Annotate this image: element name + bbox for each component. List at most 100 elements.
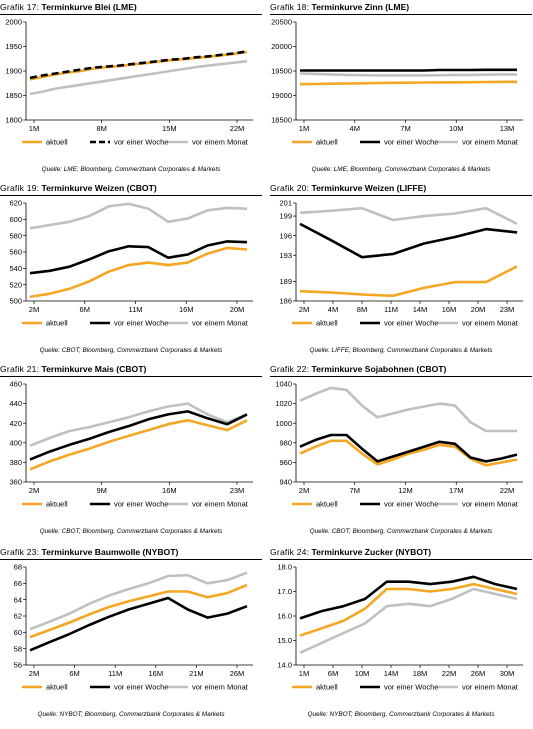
y-tick-label: 56 (14, 661, 22, 670)
chart-panel: Grafik 18: Terminkurve Zinn (LME) 18500 19… (270, 0, 532, 184)
x-tick-label: 8M (357, 305, 367, 314)
chart-caption-prefix: Grafik 23 (0, 547, 37, 557)
chart-name: Terminkurve Weizen (LIFFE) (311, 183, 427, 193)
legend-label: aktuell (46, 683, 68, 692)
y-tick-label: 18.0 (277, 563, 292, 572)
y-tick-label: 380 (9, 458, 22, 467)
chart-svg: 940 960 980 1000 1020 1040 2M 7M 12M 17M 22M aktuel… (275, 380, 523, 509)
x-tick-label: 9M (96, 486, 106, 495)
legend-label: aktuell (316, 683, 338, 692)
y-tick-label: 196 (279, 231, 292, 240)
x-tick-label: 2M (29, 669, 39, 678)
x-tick-label: 16M (149, 669, 164, 678)
caption-separator: : (306, 183, 312, 193)
series-line-1 (299, 439, 518, 467)
legend-label: vor einer Woche (114, 319, 168, 328)
x-tick-label: 26M (471, 669, 486, 678)
x-tick-label: 21M (189, 669, 204, 678)
x-tick-label: 23M (500, 305, 515, 314)
x-tick-label: 22M (500, 486, 515, 495)
x-tick-label: 12M (398, 486, 413, 495)
legend-label: vor einem Monat (462, 138, 519, 147)
caption-separator: : (36, 547, 42, 557)
y-tick-label: 186 (279, 297, 292, 306)
y-tick-label: 1020 (275, 399, 292, 408)
x-tick-label: 16M (162, 486, 177, 495)
x-tick-label: 10M (355, 669, 370, 678)
chart-panel: Grafik 24: Terminkurve Zucker (NYBOT) 14.… (270, 545, 532, 729)
chart-name: Terminkurve Baumwolle (NYBOT) (41, 547, 179, 557)
chart-svg: 500 520 540 560 580 600 620 2M 6M 11M 16M 20M aktuel… (9, 199, 253, 328)
x-tick-label: 30M (500, 669, 515, 678)
legend-label: vor einem Monat (462, 500, 519, 509)
y-tick-label: 440 (9, 399, 22, 408)
chart-source: Quelle: CBOT; Bloomberg, Commerzbank Cor… (309, 528, 493, 535)
series-line-3 (299, 386, 517, 433)
legend-label: vor einem Monat (462, 683, 519, 692)
y-tick-label: 2000 (5, 18, 22, 27)
x-tick-label: 6M (69, 669, 79, 678)
chart-panel: Grafik 17: Terminkurve Blei (LME) 1800 185… (0, 0, 262, 184)
x-tick-label: 4M (350, 124, 360, 133)
chart-source: Quelle: LME, Bloomberg, Commerzbank Corp… (311, 166, 491, 173)
legend-label: aktuell (316, 138, 338, 147)
chart-caption-prefix: Grafik 18 (270, 2, 307, 12)
series-line-3 (29, 59, 248, 96)
series-line-2 (299, 222, 518, 259)
x-tick-label: 18M (413, 669, 428, 678)
chart-title: Grafik 17: Terminkurve Blei (LME) (0, 0, 262, 15)
series-line-1 (29, 246, 248, 299)
x-tick-label: 17M (449, 486, 464, 495)
legend-label: vor einem Monat (192, 138, 249, 147)
x-tick-label: 7M (350, 486, 360, 495)
x-tick-label: 11M (128, 305, 142, 314)
x-tick-label: 22M (230, 124, 245, 133)
y-tick-label: 500 (9, 297, 22, 306)
chart-caption-prefix: Grafik 24 (270, 547, 307, 557)
x-tick-label: 16M (179, 305, 194, 314)
y-tick-label: 62 (14, 612, 22, 621)
y-tick-label: 15.0 (277, 636, 292, 645)
x-tick-label: 6M (80, 305, 90, 314)
y-tick-label: 360 (9, 478, 22, 487)
chart-source: Quelle: CBOT; Bloomberg, Commerzbank Cor… (39, 347, 223, 354)
x-tick-label: 10M (449, 124, 464, 133)
y-tick-label: 17.0 (277, 587, 292, 596)
chart-title: Grafik 23: Terminkurve Baumwolle (NYBOT) (0, 545, 262, 560)
series-line-2 (29, 50, 248, 80)
x-tick-label: 1M (299, 124, 309, 133)
x-tick-label: 14M (384, 669, 399, 678)
series-line-1 (299, 582, 518, 637)
y-tick-label: 1950 (5, 42, 22, 51)
y-tick-label: 64 (14, 595, 22, 604)
chart-panel: Grafik 19: Terminkurve Weizen (CBOT) 500 5… (0, 181, 262, 365)
x-tick-label: 1M (29, 124, 39, 133)
x-tick-label: 20M (471, 305, 486, 314)
series-line-3 (29, 402, 248, 447)
x-tick-label: 2M (29, 486, 39, 495)
y-tick-label: 960 (279, 458, 292, 467)
chart-caption-prefix: Grafik 19 (0, 183, 37, 193)
y-tick-label: 580 (9, 231, 22, 240)
y-tick-label: 1900 (5, 67, 22, 76)
x-tick-label: 16M (442, 305, 457, 314)
x-tick-label: 11M (384, 305, 398, 314)
legend-label: aktuell (46, 319, 68, 328)
y-tick-label: 20000 (271, 42, 292, 51)
series-line-1 (299, 265, 518, 298)
y-tick-label: 940 (279, 478, 292, 487)
y-tick-label: 14.0 (277, 661, 292, 670)
chart-source: Quelle: LIFFE; Bloomberg, Commerzbank Co… (309, 347, 493, 354)
y-tick-label: 16.0 (277, 612, 292, 621)
x-tick-label: 14M (413, 305, 428, 314)
chart-svg: 186 189 193 196 199 201 2M 4M 8M 11M 14M 16M 20M 23M a… (279, 199, 523, 328)
y-tick-label: 520 (9, 280, 22, 289)
legend-label: vor einem Monat (192, 683, 249, 692)
y-tick-label: 20500 (271, 18, 292, 27)
x-tick-label: 20M (230, 305, 245, 314)
series-line-3 (299, 72, 517, 77)
x-tick-label: 2M (299, 486, 309, 495)
y-tick-label: 18500 (271, 116, 292, 125)
legend-label: vor einer Woche (384, 319, 438, 328)
y-tick-label: 420 (9, 419, 22, 428)
